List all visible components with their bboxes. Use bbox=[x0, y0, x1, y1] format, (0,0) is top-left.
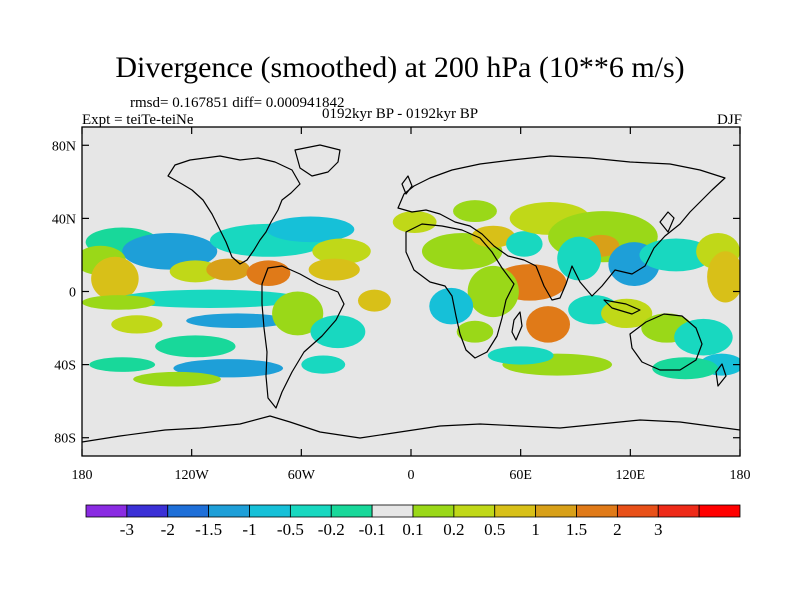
colorbar-label-13: 3 bbox=[654, 520, 663, 539]
colorbar-swatch-11 bbox=[535, 504, 577, 518]
colorbar-swatch-3 bbox=[208, 504, 250, 518]
divergence-blob-22 bbox=[301, 355, 346, 374]
y-tick-label-0: 80N bbox=[52, 139, 76, 154]
coastline-new-zealand bbox=[715, 363, 727, 387]
colorbar: -3 -2 -1.5 -1 -0.5 -0.2 -0.1 0.1 0.2 0.5 1 1.5 2 3 bbox=[85, 504, 741, 539]
divergence-blob-26 bbox=[471, 225, 516, 248]
colorbar-swatch-7 bbox=[371, 504, 414, 518]
coastline-indonesia bbox=[603, 299, 641, 315]
colorbar-swatch-4 bbox=[249, 504, 291, 518]
period-label: 0192kyr BP - 0192kyr BP bbox=[322, 106, 479, 122]
divergence-blob-18 bbox=[357, 289, 391, 312]
coastline-greenland bbox=[294, 144, 341, 177]
colorbar-swatch-13 bbox=[616, 504, 659, 518]
x-tick-label-3: 0 bbox=[408, 468, 415, 483]
colorbar-swatch-15 bbox=[698, 504, 741, 518]
colorbar-swatch-2 bbox=[167, 504, 210, 518]
colorbar-swatch-0 bbox=[85, 504, 128, 518]
colorbar-label-3: -1 bbox=[242, 520, 256, 539]
y-tick-label-1: 40N bbox=[52, 212, 76, 227]
divergence-blob-14 bbox=[111, 315, 163, 334]
colorbar-label-8: 0.2 bbox=[443, 520, 464, 539]
divergence-blob-11 bbox=[118, 289, 302, 308]
divergence-blob-19 bbox=[173, 359, 284, 378]
colorbar-swatch-6 bbox=[330, 504, 373, 518]
colorbar-swatch-5 bbox=[289, 504, 332, 518]
colorbar-swatch-9 bbox=[453, 504, 496, 518]
divergence-blob-37 bbox=[467, 265, 519, 318]
divergence-blob-15 bbox=[155, 335, 236, 358]
y-tick-label-3: 40S bbox=[54, 359, 76, 374]
stats-line: rmsd= 0.167851 diff= 0.000941842 bbox=[130, 95, 345, 111]
x-tick-label-6: 180 bbox=[730, 468, 751, 483]
axis-ticks: 180 120W 60W 0 60E 120E 180 80N 40N 0 40S 80S bbox=[52, 127, 751, 483]
colorbar-swatch-1 bbox=[126, 504, 169, 518]
coastline-north-america bbox=[167, 155, 301, 265]
coastline-africa bbox=[405, 223, 515, 359]
coastline-antarctica bbox=[82, 415, 740, 443]
divergence-blob-42 bbox=[601, 298, 653, 329]
x-tick-label-4: 60E bbox=[509, 468, 532, 483]
colorbar-label-1: -2 bbox=[161, 520, 175, 539]
divergence-blob-39 bbox=[456, 320, 494, 343]
y-tick-label-4: 80S bbox=[54, 432, 76, 447]
colorbar-label-12: 2 bbox=[613, 520, 622, 539]
colorbar-label-5: -0.2 bbox=[318, 520, 345, 539]
divergence-blob-16 bbox=[272, 291, 324, 336]
y-tick-label-2: 0 bbox=[69, 286, 76, 301]
divergence-blob-8 bbox=[246, 260, 291, 287]
divergence-blob-20 bbox=[89, 357, 156, 372]
divergence-blob-23 bbox=[392, 211, 437, 234]
divergence-blob-40 bbox=[526, 306, 571, 343]
colorbar-label-7: 0.1 bbox=[402, 520, 423, 539]
divergence-blob-21 bbox=[133, 371, 221, 387]
coastline-japan bbox=[659, 211, 675, 233]
divergence-blob-7 bbox=[266, 216, 355, 243]
divergence-blob-47 bbox=[487, 346, 554, 365]
coastline-australia bbox=[629, 313, 703, 371]
divergence-blob-3 bbox=[91, 256, 139, 301]
season-label: DJF bbox=[716, 112, 742, 128]
divergence-blob-31 bbox=[557, 236, 602, 281]
divergence-blob-24 bbox=[453, 200, 497, 223]
colorbar-swatch-10 bbox=[494, 504, 537, 518]
divergence-blob-44 bbox=[674, 318, 733, 356]
colorbar-label-2: -1.5 bbox=[195, 520, 222, 539]
coastline-uk bbox=[401, 175, 413, 195]
divergence-field-layer bbox=[82, 200, 740, 387]
colorbar-swatch-8 bbox=[412, 504, 455, 518]
divergence-blob-38 bbox=[429, 287, 474, 325]
x-tick-label-0: 180 bbox=[72, 468, 93, 483]
coastline-madagascar bbox=[511, 311, 523, 341]
colorbar-label-0: -3 bbox=[120, 520, 134, 539]
divergence-blob-33 bbox=[639, 238, 713, 272]
divergence-blob-27 bbox=[506, 231, 543, 257]
x-tick-label-2: 60W bbox=[288, 468, 316, 483]
map-title: Divergence (smoothed) at 200 hPa (10**6 … bbox=[115, 51, 685, 84]
colorbar-label-11: 1.5 bbox=[566, 520, 587, 539]
divergence-blob-48 bbox=[652, 357, 719, 380]
divergence-blob-13 bbox=[82, 295, 156, 310]
colorbar-swatch-12 bbox=[576, 504, 618, 518]
divergence-blob-10 bbox=[308, 258, 360, 281]
colorbar-swatch-14 bbox=[657, 504, 700, 518]
coastline-south-america bbox=[261, 265, 345, 409]
experiment-label: Expt = teiTe-teiNe bbox=[82, 112, 194, 128]
divergence-blob-1 bbox=[122, 233, 218, 270]
colorbar-label-4: -0.5 bbox=[277, 520, 304, 539]
x-tick-label-5: 120E bbox=[616, 468, 646, 483]
x-tick-label-1: 120W bbox=[175, 468, 210, 483]
coastline-europe-asia bbox=[397, 155, 726, 301]
divergence-blob-17 bbox=[310, 315, 366, 349]
divergence-blob-9 bbox=[312, 238, 371, 265]
coastline-layer bbox=[82, 144, 740, 443]
colorbar-label-10: 1 bbox=[531, 520, 540, 539]
colorbar-label-6: -0.1 bbox=[359, 520, 386, 539]
colorbar-label-9: 0.5 bbox=[484, 520, 505, 539]
divergence-blob-35 bbox=[707, 251, 740, 303]
